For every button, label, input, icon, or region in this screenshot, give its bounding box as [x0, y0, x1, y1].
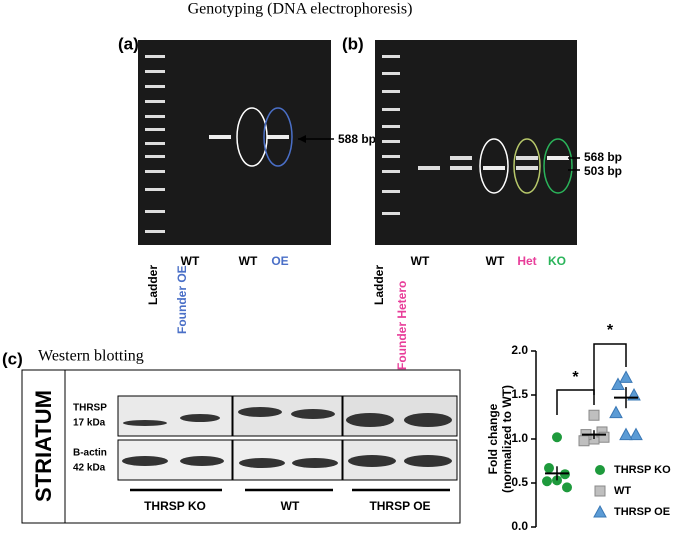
lane-label: WT — [181, 254, 200, 268]
lane-label: WT — [411, 254, 430, 268]
data-point — [609, 405, 623, 419]
legend-marker — [593, 504, 607, 518]
group-label: THRSP OE — [369, 499, 430, 513]
data-point — [598, 431, 610, 443]
lane-label: Ladder — [372, 265, 386, 305]
row-label: 42 kDa — [73, 463, 106, 474]
region-label: STRIATUM — [31, 390, 56, 502]
data-point — [611, 377, 625, 390]
data-point — [629, 427, 643, 441]
legend-label: THRSP OE — [614, 506, 670, 518]
significance-star: * — [607, 322, 614, 339]
panel-label: (b) — [342, 34, 364, 53]
subtitle: Western blotting — [38, 348, 144, 365]
lane-label: WT — [239, 254, 258, 268]
significance-star: * — [572, 369, 579, 386]
data-point — [588, 409, 600, 421]
band-marker: 588 bp — [338, 132, 376, 146]
lane-label: KO — [548, 254, 566, 268]
legend-marker — [594, 485, 606, 497]
legend-marker — [595, 465, 605, 475]
lane-label: Founder Hetero — [395, 281, 409, 370]
row-label: B-actin — [73, 448, 107, 459]
gel-b — [375, 40, 577, 245]
panel-label: (c) — [2, 349, 23, 368]
figure-title: Genotyping (DNA electrophoresis) — [188, 1, 413, 18]
y-tick-label: 1.5 — [511, 387, 528, 401]
lane-label: Founder OE — [175, 265, 189, 334]
gel-a — [138, 40, 331, 245]
data-point — [562, 482, 572, 493]
y-tick-label: 2.0 — [511, 343, 528, 357]
legend-label: WT — [614, 485, 631, 497]
y-tick-label: 1.0 — [511, 431, 528, 445]
group-label: WT — [281, 499, 300, 513]
lane-label: Ladder — [146, 265, 160, 305]
data-point — [552, 432, 562, 443]
data-point — [542, 476, 552, 487]
lane-label: OE — [271, 254, 288, 268]
data-point — [619, 427, 633, 441]
legend-label: THRSP KO — [614, 464, 671, 476]
row-label: THRSP — [73, 403, 107, 414]
y-axis-label: (normalized to WT) — [500, 385, 514, 493]
panel-label: (a) — [118, 34, 139, 53]
lane-label: Het — [517, 254, 536, 268]
group-label: THRSP KO — [144, 499, 206, 513]
y-tick-label: 0.0 — [511, 519, 528, 533]
significance-bracket — [593, 343, 627, 395]
significance-bracket — [556, 389, 595, 415]
data-point — [578, 435, 590, 447]
y-tick-label: 0.5 — [511, 475, 528, 489]
row-label: 17 kDa — [73, 418, 106, 429]
data-point — [544, 463, 554, 474]
blot — [117, 395, 458, 492]
data-point — [619, 370, 633, 383]
band-marker: 568 bp — [584, 150, 622, 164]
dot-chart: 0.0 0.5 1.0 1.5 2.0 Fold change (normalized to… — [486, 322, 671, 533]
y-axis-label: Fold change — [486, 403, 500, 474]
blot-frame — [21, 369, 461, 524]
lane-label: WT — [486, 254, 505, 268]
band-marker: 503 bp — [584, 164, 622, 178]
